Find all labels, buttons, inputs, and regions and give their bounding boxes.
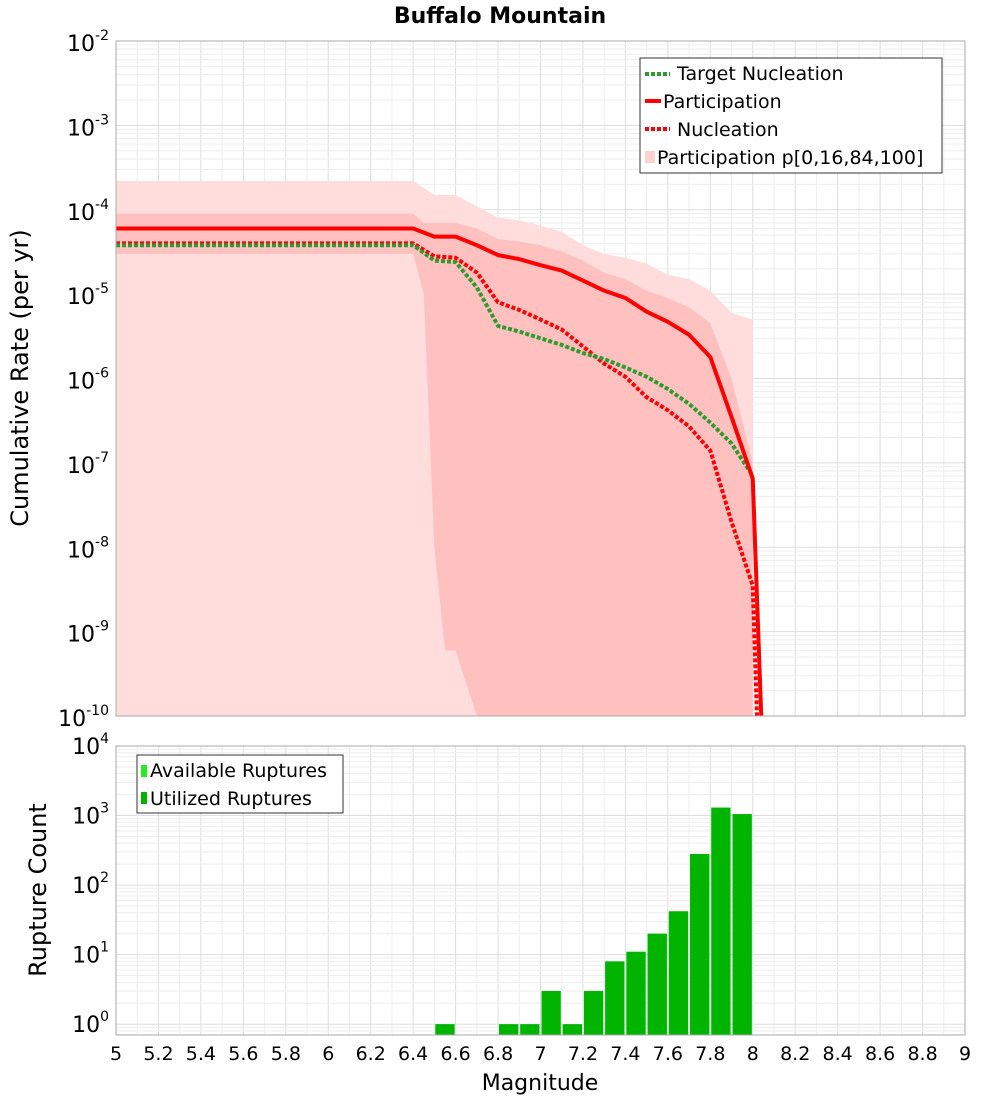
rate-y-ticks: 10-2 10-3 10-4 10-5 10-6 10-7 10-8 10-9 10-10 (58, 28, 109, 732)
x-tick-label: 6 (322, 1043, 334, 1065)
utilized-rupture-bar (626, 951, 646, 1035)
x-tick-label: 8 (747, 1043, 759, 1065)
x-tick-label: 7.2 (568, 1043, 598, 1065)
x-tick-label: 6.2 (356, 1043, 386, 1065)
utilized-rupture-bar (541, 991, 561, 1035)
x-tick-label: 5.6 (228, 1043, 258, 1065)
x-tick-label: 7 (534, 1043, 546, 1065)
series-line-target-nucleation (116, 243, 755, 478)
chart-title: Buffalo Mountain (394, 4, 606, 29)
x-tick-label: 8.4 (823, 1043, 853, 1065)
utilized-rupture-bar (562, 1024, 582, 1035)
participation-bands (116, 180, 753, 717)
legend-label-target-nucleation: Target Nucleation (676, 63, 844, 85)
utilized-rupture-bar (647, 933, 667, 1035)
utilized-rupture-bar (499, 1024, 519, 1035)
legend-label-nucleation: Nucleation (677, 119, 779, 141)
y-tick-label: 10-7 (67, 450, 109, 479)
rate-legend: Target Nucleation Participation Nucleati… (639, 57, 943, 174)
y-tick-label: 10-4 (67, 197, 109, 226)
legend-label-participation-band: Participation p[0,16,84,100] (657, 147, 923, 169)
y-tick-label: 102 (72, 870, 109, 899)
utilized-rupture-bar (520, 1024, 540, 1035)
legend-label-utilized-ruptures: Utilized Ruptures (150, 788, 312, 810)
rupture-y-ticks: 104 103 102 101 100 (72, 731, 109, 1038)
rate-plot-panel: 10-2 10-3 10-4 10-5 10-6 10-7 10-8 10-9 10-10 Cu… (6, 28, 966, 732)
participation-band-16-84 (116, 213, 753, 717)
legend-label-participation: Participation (663, 91, 782, 113)
rate-legend-box (639, 57, 943, 174)
y-tick-label: 10-9 (67, 619, 109, 648)
y-tick-label: 104 (72, 731, 109, 760)
rupture-plot-grid (115, 746, 966, 1036)
rupture-bars (435, 807, 752, 1035)
rate-plot-frame (115, 40, 966, 717)
utilized-rupture-bar (668, 911, 689, 1035)
y-tick-label: 10-5 (67, 281, 109, 310)
y-tick-label: 100 (72, 1009, 109, 1038)
series-line-nucleation (116, 241, 759, 717)
utilized-rupture-bar (732, 814, 752, 1035)
rupture-count-panel: 104 103 102 101 100 5 5.2 5.4 5.6 5.8 6 6.2 6.4 6.6 6… (24, 731, 971, 1096)
x-tick-label: 8.8 (907, 1043, 937, 1065)
y-tick-label: 10-2 (67, 28, 109, 57)
x-tick-label: 7.4 (610, 1043, 640, 1065)
rupture-plot-frame (115, 745, 966, 1036)
x-tick-label: 8.2 (780, 1043, 810, 1065)
rate-y-axis-label: Cumulative Rate (per yr) (6, 229, 34, 527)
x-tick-label: 9 (959, 1043, 971, 1065)
y-tick-label: 101 (72, 940, 109, 969)
utilized-rupture-bar (583, 991, 604, 1035)
x-tick-label: 6.8 (483, 1043, 513, 1065)
rate-lines (116, 226, 764, 717)
rupture-y-axis-label: Rupture Count (24, 803, 52, 977)
utilized-rupture-bar (435, 1024, 455, 1035)
utilized-rupture-bar (605, 961, 625, 1035)
y-tick-label: 10-6 (67, 366, 109, 395)
x-tick-label: 6.6 (440, 1043, 470, 1065)
legend-swatch-participation-band (645, 151, 655, 163)
series-line-participation (116, 226, 764, 717)
utilized-rupture-bar (711, 807, 731, 1035)
magnitude-x-ticks: 5 5.2 5.4 5.6 5.8 6 6.2 6.4 6.6 6.8 7 7.2 7.4 7.6 7.8 8… (110, 1043, 971, 1065)
x-tick-label: 5.8 (271, 1043, 301, 1065)
legend-swatch-utilized-ruptures (141, 792, 147, 804)
rupture-legend: Available Ruptures Utilized Ruptures (136, 754, 344, 814)
x-tick-label: 5 (110, 1043, 122, 1065)
x-tick-label: 6.4 (398, 1043, 428, 1065)
x-tick-label: 7.8 (695, 1043, 725, 1065)
rupture-legend-box (136, 754, 344, 814)
x-tick-label: 7.6 (653, 1043, 683, 1065)
y-tick-label: 10-10 (58, 703, 109, 732)
x-tick-label: 5.4 (186, 1043, 216, 1065)
y-tick-label: 10-3 (67, 112, 109, 141)
y-tick-label: 10-8 (67, 534, 109, 563)
x-tick-label: 5.2 (143, 1043, 173, 1065)
legend-swatch-available-ruptures (141, 765, 147, 777)
y-tick-label: 103 (72, 801, 109, 830)
x-tick-label: 8.6 (865, 1043, 895, 1065)
utilized-rupture-bar (690, 854, 710, 1035)
magnitude-x-axis-label: Magnitude (482, 1071, 599, 1096)
legend-label-available-ruptures: Available Ruptures (150, 760, 327, 782)
